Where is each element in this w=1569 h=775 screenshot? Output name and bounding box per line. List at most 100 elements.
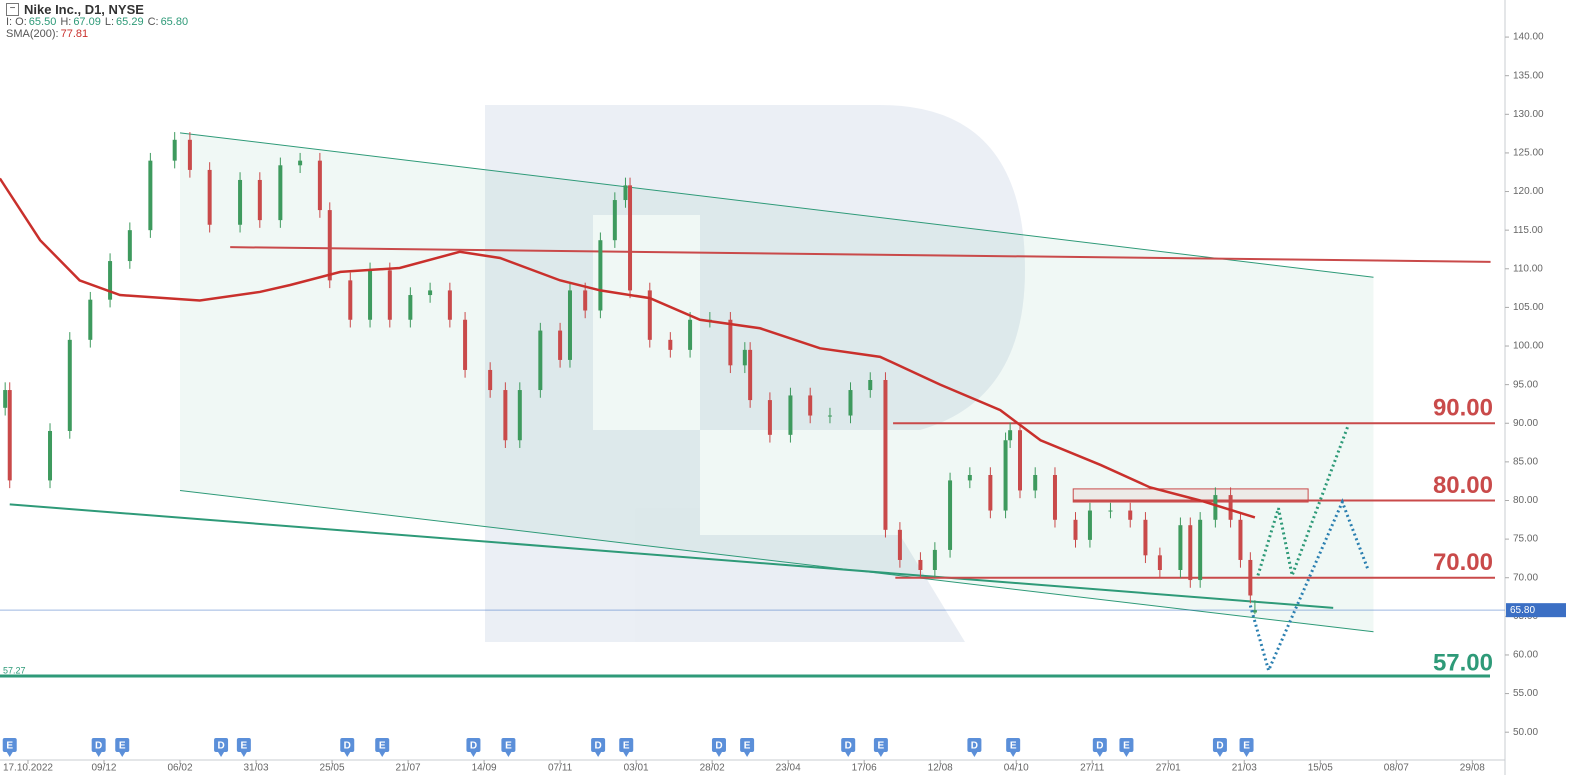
- event-pointer: [6, 752, 13, 757]
- candle-body: [517, 390, 522, 441]
- candle-body: [668, 339, 673, 350]
- sma-label: SMA(200):: [6, 28, 59, 40]
- x-tick-label: 29/08: [1460, 763, 1485, 774]
- y-tick-label: 120.00: [1513, 186, 1544, 197]
- candle-body: [327, 210, 332, 281]
- event-label: D: [1216, 741, 1223, 752]
- x-tick-label: 07/11: [548, 763, 573, 774]
- forecast-path: [1256, 424, 1350, 581]
- event-pointer: [119, 752, 126, 757]
- event-label: E: [1243, 741, 1250, 752]
- y-tick-label: 50.00: [1513, 727, 1538, 738]
- event-marker: [91, 738, 106, 752]
- ohlc-row: I: O: 65.50 H: 67.09 L: 65.29 C: 65.80: [6, 16, 192, 28]
- trendline: [9, 503, 1334, 609]
- x-tick-label: 27/11: [1080, 763, 1105, 774]
- event-marker: [466, 738, 481, 752]
- candle-body: [558, 330, 563, 360]
- candle-body: [67, 339, 72, 431]
- event-label: D: [1096, 741, 1103, 752]
- watermark: [485, 105, 1025, 642]
- event-pointer: [95, 752, 102, 757]
- x-tick-label: 04/10: [1004, 763, 1029, 774]
- candle-body: [172, 139, 177, 161]
- candle-body: [628, 185, 633, 291]
- candle-body: [387, 270, 392, 320]
- event-pointer: [715, 752, 722, 757]
- candle-body: [1157, 555, 1162, 570]
- candle-body: [1228, 495, 1233, 520]
- event-label: E: [505, 741, 512, 752]
- level-label: 90.00: [1433, 395, 1493, 422]
- y-tick-label: 110.00: [1513, 263, 1543, 274]
- y-tick-label: 140.00: [1513, 32, 1544, 43]
- event-pointer: [971, 752, 978, 757]
- candle-body: [883, 380, 888, 530]
- event-marker: [236, 738, 251, 752]
- event-pointer: [1243, 752, 1250, 757]
- event-marker: [967, 738, 982, 752]
- event-pointer: [505, 752, 512, 757]
- candle-body: [88, 299, 93, 340]
- event-marker: [501, 738, 516, 752]
- candle-body: [767, 400, 772, 435]
- sma-line: [0, 177, 1256, 519]
- candle-body: [1198, 519, 1203, 581]
- event-marker: [619, 738, 634, 752]
- y-tick-label: 55.00: [1513, 688, 1538, 699]
- event-pointer: [845, 752, 852, 757]
- symbol: Nike Inc., D1, NYSE: [24, 1, 144, 17]
- watermark-leg: [700, 535, 965, 642]
- event-marker: [740, 738, 755, 752]
- y-tick-label: 60.00: [1513, 650, 1538, 661]
- candle-body: [748, 349, 753, 401]
- candle-body: [918, 559, 923, 570]
- event-label: D: [594, 741, 601, 752]
- event-label: E: [744, 741, 751, 752]
- y-tick-label: 115.00: [1513, 225, 1543, 236]
- candle-body: [612, 200, 617, 241]
- candle-body: [1252, 610, 1257, 613]
- x-tick-label: 06/02: [167, 763, 192, 774]
- candle-body: [827, 415, 832, 417]
- support-label: 57.27: [3, 665, 26, 675]
- candle-body: [538, 330, 543, 391]
- symbol-row: − Nike Inc., D1, NYSE: [6, 3, 192, 16]
- candle-body: [1213, 495, 1218, 520]
- x-tick-label: 17.10.2022: [3, 763, 53, 774]
- event-label: E: [241, 741, 248, 752]
- y-tick-label: 125.00: [1513, 148, 1544, 159]
- event-label: D: [344, 741, 351, 752]
- candle-body: [447, 290, 452, 320]
- candle-body: [238, 179, 243, 225]
- x-tick-label: 27/01: [1156, 763, 1181, 774]
- event-marker: [1119, 738, 1134, 752]
- event-marker: [115, 738, 130, 752]
- candle-body: [788, 395, 793, 435]
- x-tick-label: 28/02: [700, 763, 725, 774]
- candle-body: [728, 319, 733, 366]
- event-label: E: [1010, 741, 1017, 752]
- ohlc-label: I: O:: [6, 16, 27, 28]
- candle-body: [317, 160, 322, 211]
- x-tick-label: 09/12: [91, 763, 116, 774]
- candle-body: [948, 480, 953, 550]
- y-tick-label: 135.00: [1513, 70, 1544, 81]
- axis-panel: [1505, 0, 1569, 775]
- candle-body: [278, 165, 283, 221]
- event-label: D: [95, 741, 102, 752]
- level-label: 57.00: [1433, 649, 1493, 676]
- x-tick-label: 21/03: [1232, 763, 1257, 774]
- event-marker: [340, 738, 355, 752]
- candle-body: [1248, 559, 1253, 596]
- event-label: E: [119, 741, 126, 752]
- x-tick-label: 15/05: [1308, 763, 1333, 774]
- collapse-button[interactable]: −: [6, 3, 19, 16]
- candle-body: [1178, 525, 1183, 570]
- last-price-tag: [1506, 603, 1566, 618]
- event-marker: [1239, 738, 1254, 752]
- candle-body: [1033, 475, 1038, 491]
- candle-body: [897, 529, 902, 560]
